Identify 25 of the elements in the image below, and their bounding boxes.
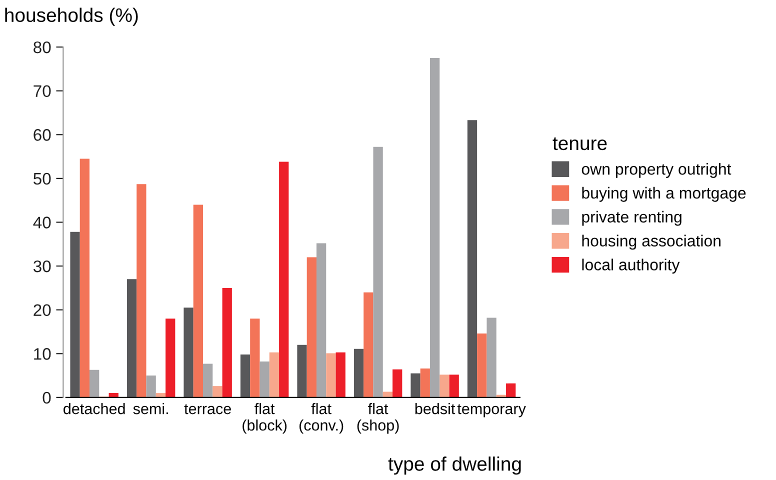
x-tick-label: flat (shop) xyxy=(357,402,399,434)
y-tick-label: 70 xyxy=(34,85,51,98)
legend-label: local authority xyxy=(582,258,680,274)
x-tick-label: terrace xyxy=(184,404,231,414)
legend-label: buying with a mortgage xyxy=(582,186,746,202)
y-tick-label: 60 xyxy=(34,129,51,141)
legend-title: tenure xyxy=(552,137,607,150)
y-tick-label: 80 xyxy=(34,41,51,54)
legend-label: private renting xyxy=(582,210,682,226)
legend-label: housing association xyxy=(582,234,720,250)
y-tick-label: 40 xyxy=(33,216,51,228)
y-axis-title: households (%) xyxy=(5,8,138,26)
x-tick-label: bedsit xyxy=(415,402,456,414)
y-tick-label: 50 xyxy=(34,172,51,185)
x-tick-label: flat (block) xyxy=(242,402,287,434)
x-tick-label: detached xyxy=(64,402,125,414)
legend-label: own property outright xyxy=(582,163,732,178)
y-tick-label: 10 xyxy=(34,348,51,360)
x-tick-label: temporary xyxy=(457,404,526,418)
y-tick-label: 20 xyxy=(34,304,51,316)
x-axis-title: type of dwelling xyxy=(388,456,521,475)
x-tick-label: semi. xyxy=(133,402,168,414)
x-tick-label: flat (conv.) xyxy=(299,402,344,434)
y-tick-label: 0 xyxy=(42,392,51,404)
y-tick-label: 30 xyxy=(33,260,51,272)
